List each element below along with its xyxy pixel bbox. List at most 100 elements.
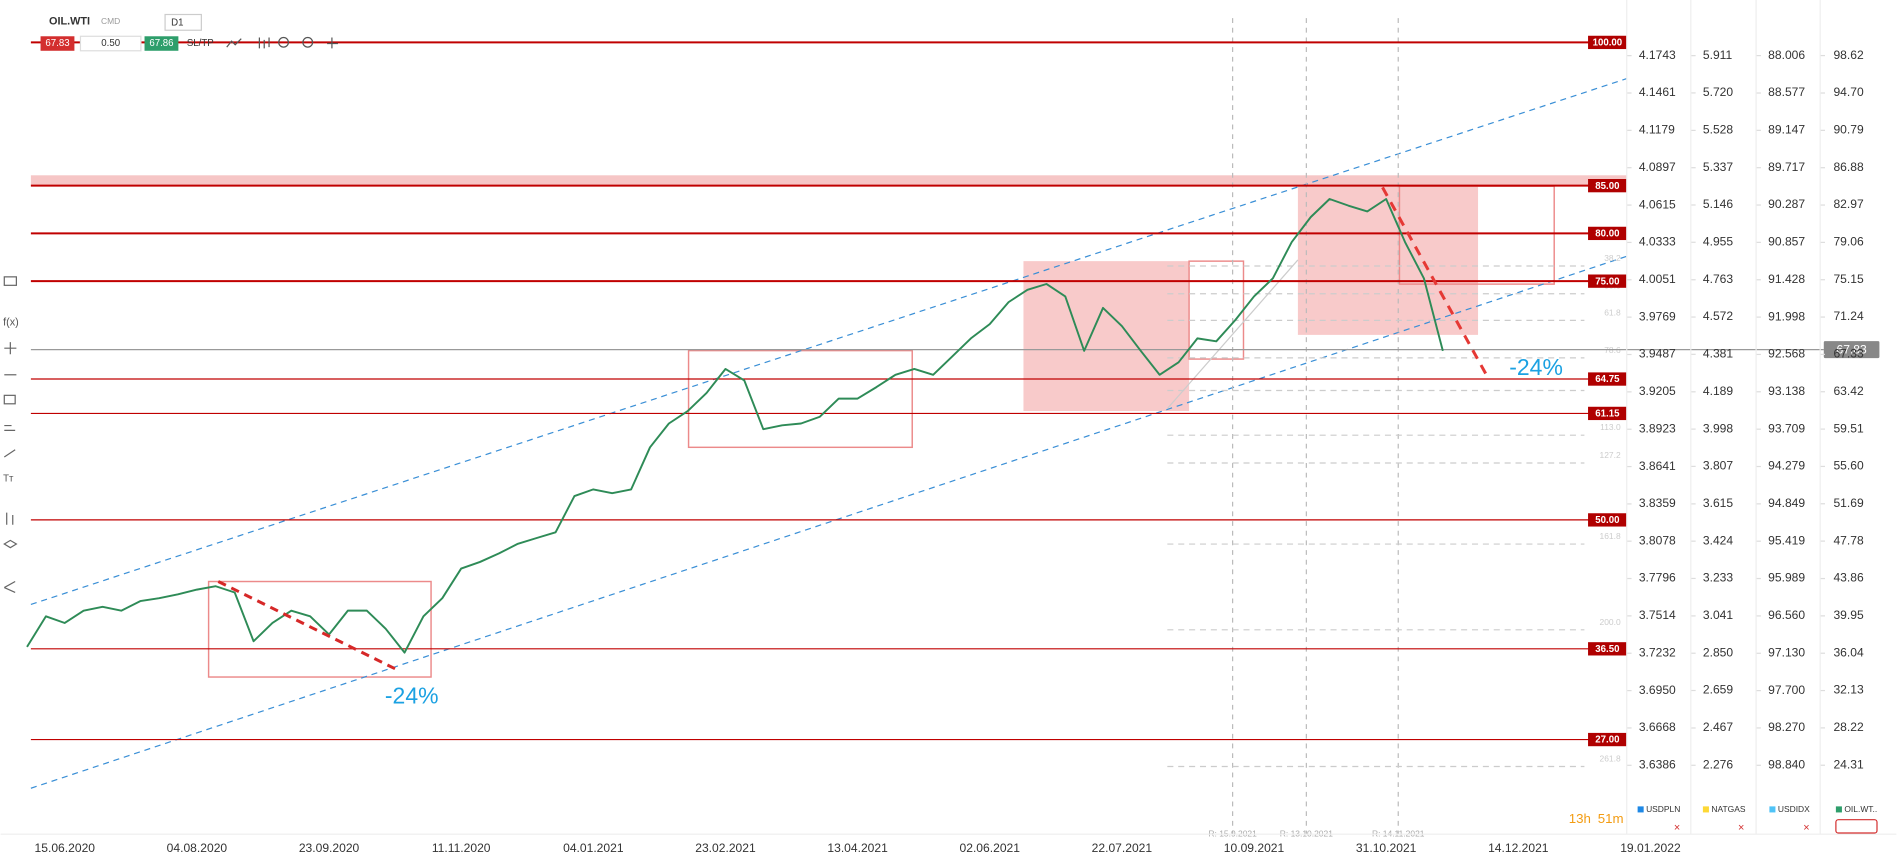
sell-button[interactable] — [40, 36, 75, 51]
x-tick-label: 04.08.2020 — [167, 841, 228, 855]
y-tick-label: 3.8923 — [1639, 421, 1676, 435]
bid[interactable]: 67.83 — [45, 38, 69, 49]
tab-active[interactable] — [1835, 819, 1878, 834]
y-tick-label: 88.577 — [1768, 85, 1805, 99]
icon-zoom-out[interactable] — [278, 36, 290, 48]
trend-line — [1166, 259, 1299, 410]
level-label: 36.50 — [1595, 644, 1619, 655]
ask[interactable]: 67.86 — [149, 38, 173, 49]
y-tick-label: 5.528 — [1703, 123, 1734, 137]
level-badge — [1588, 372, 1627, 386]
level-label: 75.00 — [1595, 276, 1619, 287]
y-tick-label: 3.8641 — [1639, 459, 1676, 473]
y-tick-label: 5.720 — [1703, 85, 1734, 99]
y-tick-label: 3.807 — [1703, 459, 1734, 473]
y-tick-label: 92.568 — [1768, 347, 1805, 361]
icon-zoom-in[interactable] — [302, 36, 314, 48]
tab-color — [1769, 806, 1776, 813]
level-label: 80.00 — [1595, 229, 1619, 240]
timeframe[interactable]: D1 — [171, 18, 183, 29]
group: CMD — [101, 16, 120, 26]
y-tick-label: 3.6386 — [1639, 757, 1676, 771]
level-badge — [1588, 226, 1627, 241]
annotation: -24% — [385, 683, 439, 709]
tool-icon[interactable] — [3, 449, 16, 458]
y-tick-label: 3.424 — [1703, 533, 1734, 547]
level-badge — [1588, 642, 1627, 656]
y-tick-label: 98.270 — [1768, 720, 1805, 734]
tool-icon[interactable] — [3, 580, 16, 593]
reference-label: R: 14.11.2021 — [1372, 828, 1425, 838]
y-tick-label: 93.709 — [1768, 421, 1805, 435]
y-tick-label: 4.381 — [1703, 347, 1734, 361]
tool-icon[interactable] — [3, 276, 17, 286]
x-tick-label: 31.10.2021 — [1356, 841, 1417, 855]
y-tick-label: 39.95 — [1833, 608, 1864, 622]
tool-icon[interactable] — [4, 424, 16, 431]
tab[interactable]: NATGAS — [1711, 804, 1745, 814]
y-tick-label: 24.31 — [1833, 757, 1864, 771]
buy-button[interactable] — [144, 36, 179, 51]
level-label: 64.75 — [1595, 374, 1620, 385]
x-tick-label: 02.06.2021 — [960, 841, 1021, 855]
range-box — [1297, 186, 1479, 335]
y-tick-label: 98.62 — [1833, 48, 1864, 62]
y-tick-label: 90.79 — [1833, 123, 1864, 137]
level-label: 50.00 — [1595, 515, 1619, 526]
y-tick-label: 28.22 — [1833, 720, 1864, 734]
sltp[interactable]: SL/TP — [187, 38, 214, 49]
tool-icon[interactable] — [3, 539, 18, 549]
level-label: 85.00 — [1595, 181, 1619, 192]
tool-icon[interactable] — [3, 394, 16, 405]
y-tick-label: 91.428 — [1768, 272, 1805, 286]
symbol[interactable]: OIL.WTI — [49, 16, 90, 28]
y-tick-label: 91.998 — [1768, 309, 1805, 323]
icon-line[interactable] — [226, 38, 242, 48]
tab-close[interactable]: × — [1674, 822, 1680, 834]
fib-label: 161.8 — [1600, 531, 1621, 541]
tab-close[interactable]: × — [1738, 822, 1744, 834]
y-tick-label: 3.9205 — [1639, 384, 1676, 398]
x-tick-label: 11.11.2020 — [432, 841, 491, 855]
level-badge — [1588, 732, 1627, 747]
x-tick-label: 19.01.2022 — [1620, 841, 1681, 855]
y-tick-label: 36.04 — [1833, 645, 1864, 659]
tool-icon[interactable] — [4, 342, 17, 355]
tab[interactable]: OIL.WT.. — [1844, 804, 1877, 814]
y-tick-label: 4.1461 — [1639, 85, 1676, 99]
volume-input[interactable] — [79, 35, 142, 52]
y-tick-label: 94.279 — [1768, 459, 1805, 473]
y-tick-label: 5.337 — [1703, 160, 1734, 174]
y-tick-label: 3.7232 — [1639, 645, 1676, 659]
tool-icon[interactable]: Tт — [3, 473, 14, 484]
y-tick-label: 43.86 — [1833, 571, 1864, 585]
y-tick-label: 2.850 — [1703, 645, 1734, 659]
y-tick-label: 4.0897 — [1639, 160, 1676, 174]
y-tick-label: 88.006 — [1768, 48, 1805, 62]
tool-icon[interactable] — [6, 512, 14, 525]
icon-candles[interactable] — [258, 37, 270, 49]
y-tick-label: 2.276 — [1703, 757, 1734, 771]
annotation: -24% — [1509, 354, 1563, 380]
range-box — [207, 580, 432, 678]
y-tick-label: 96.560 — [1768, 608, 1805, 622]
tab-close[interactable]: × — [1803, 822, 1809, 834]
x-tick-label: 14.12.2021 — [1488, 841, 1549, 855]
x-tick-label: 22.07.2021 — [1092, 841, 1153, 855]
fib-label: 261.8 — [1600, 753, 1621, 763]
tool-icon[interactable]: f(x) — [3, 317, 19, 329]
y-tick-label: 3.041 — [1703, 608, 1734, 622]
price-line — [26, 198, 1444, 654]
icon-move[interactable] — [327, 37, 338, 49]
y-tick-label: 4.572 — [1703, 309, 1734, 323]
tab[interactable]: USDPLN — [1646, 804, 1680, 814]
y-tick-label: 75.15 — [1833, 272, 1864, 286]
y-tick-label: 3.6950 — [1639, 683, 1676, 697]
timeframe-select[interactable] — [164, 13, 202, 31]
tab[interactable]: USDIDX — [1778, 804, 1810, 814]
x-tick-label: 23.09.2020 — [299, 841, 360, 855]
reference-label: R: 15.9.2021 — [1208, 828, 1257, 838]
y-tick-label: 95.419 — [1768, 533, 1805, 547]
reference-label: R: 13.10.2021 — [1280, 828, 1333, 838]
